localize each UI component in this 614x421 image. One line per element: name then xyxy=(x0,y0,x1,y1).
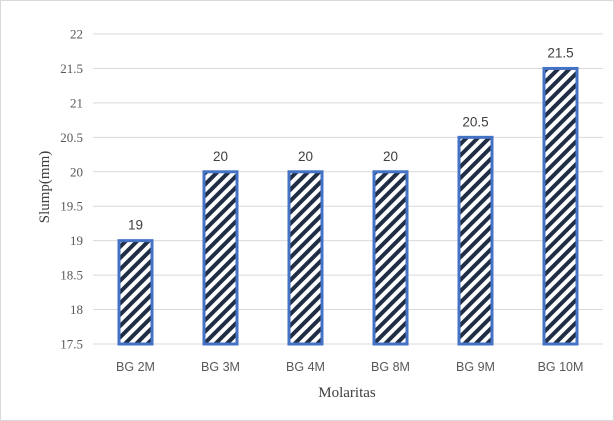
bar xyxy=(202,170,239,346)
bars xyxy=(117,66,579,346)
y-tick-label: 19.5 xyxy=(60,199,83,214)
bar xyxy=(287,170,324,346)
y-tick-label: 18 xyxy=(70,302,83,317)
x-tick-label: BG 8M xyxy=(371,360,410,374)
y-tick-label: 20.5 xyxy=(60,130,83,145)
y-axis-title: Slump(mm) xyxy=(37,151,53,224)
x-axis-ticks: BG 2M BG 3M BG 4M BG 8M BG 9M BG 10M xyxy=(116,360,583,374)
data-label: 20 xyxy=(298,149,313,164)
y-tick-label: 22 xyxy=(70,27,83,42)
x-tick-label: BG 10M xyxy=(538,360,584,374)
x-tick-label: BG 9M xyxy=(456,360,495,374)
x-axis-title: Molaritas xyxy=(318,385,376,401)
data-label: 20.5 xyxy=(462,114,488,129)
y-axis-ticks: 17.5 18 18.5 19 19.5 20 20.5 21 21.5 22 xyxy=(60,27,83,352)
gridlines xyxy=(93,33,603,345)
data-labels: 19 20 20 20 20.5 21.5 xyxy=(128,45,574,232)
y-tick-label: 20 xyxy=(70,164,83,179)
x-tick-label: BG 4M xyxy=(286,360,325,374)
x-tick-label: BG 3M xyxy=(201,360,240,374)
bar xyxy=(542,66,579,346)
data-label: 21.5 xyxy=(547,45,573,60)
data-label: 19 xyxy=(128,218,143,233)
bar xyxy=(117,239,154,346)
x-tick-label: BG 2M xyxy=(116,360,155,374)
y-tick-label: 18.5 xyxy=(60,268,83,283)
y-tick-label: 21 xyxy=(70,95,83,110)
y-tick-label: 17.5 xyxy=(60,337,83,352)
data-label: 20 xyxy=(213,149,228,164)
data-label: 20 xyxy=(383,149,398,164)
y-tick-label: 21.5 xyxy=(60,61,83,76)
y-tick-label: 19 xyxy=(70,233,83,248)
bar xyxy=(457,135,494,346)
bar xyxy=(372,170,409,346)
